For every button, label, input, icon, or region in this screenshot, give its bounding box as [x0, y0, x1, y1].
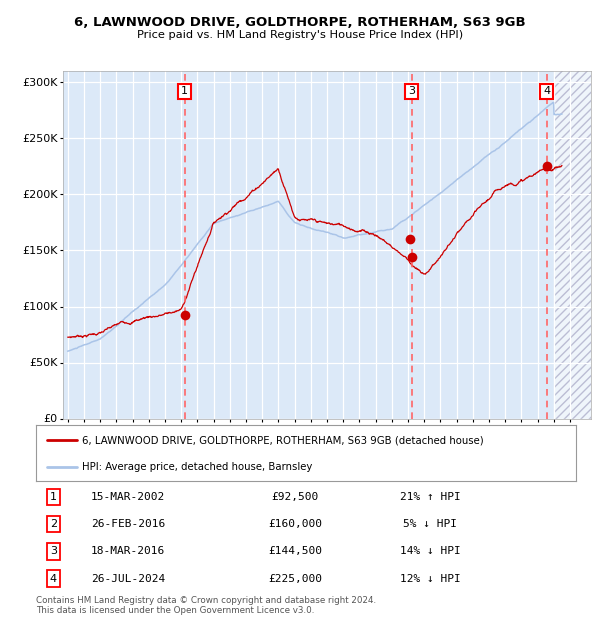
- Text: Price paid vs. HM Land Registry's House Price Index (HPI): Price paid vs. HM Land Registry's House …: [137, 30, 463, 40]
- Text: 1: 1: [50, 492, 57, 502]
- Text: 21% ↑ HPI: 21% ↑ HPI: [400, 492, 461, 502]
- Text: 2: 2: [50, 520, 57, 529]
- Text: 3: 3: [50, 546, 57, 556]
- Text: £144,500: £144,500: [268, 546, 322, 556]
- Text: 5% ↓ HPI: 5% ↓ HPI: [403, 520, 457, 529]
- Text: 1: 1: [181, 86, 188, 97]
- Text: £160,000: £160,000: [268, 520, 322, 529]
- Text: HPI: Average price, detached house, Barnsley: HPI: Average price, detached house, Barn…: [82, 461, 312, 472]
- Text: 15-MAR-2002: 15-MAR-2002: [91, 492, 165, 502]
- Text: 4: 4: [543, 86, 550, 97]
- Text: 4: 4: [50, 574, 57, 583]
- Text: Contains HM Land Registry data © Crown copyright and database right 2024.: Contains HM Land Registry data © Crown c…: [36, 596, 376, 606]
- Text: 6, LAWNWOOD DRIVE, GOLDTHORPE, ROTHERHAM, S63 9GB (detached house): 6, LAWNWOOD DRIVE, GOLDTHORPE, ROTHERHAM…: [82, 435, 484, 445]
- Text: 18-MAR-2016: 18-MAR-2016: [91, 546, 165, 556]
- Text: £225,000: £225,000: [268, 574, 322, 583]
- Text: 3: 3: [408, 86, 415, 97]
- Text: £92,500: £92,500: [272, 492, 319, 502]
- Text: 26-JUL-2024: 26-JUL-2024: [91, 574, 165, 583]
- Text: 14% ↓ HPI: 14% ↓ HPI: [400, 546, 461, 556]
- Text: 6, LAWNWOOD DRIVE, GOLDTHORPE, ROTHERHAM, S63 9GB: 6, LAWNWOOD DRIVE, GOLDTHORPE, ROTHERHAM…: [74, 16, 526, 29]
- Text: This data is licensed under the Open Government Licence v3.0.: This data is licensed under the Open Gov…: [36, 606, 314, 616]
- Text: 12% ↓ HPI: 12% ↓ HPI: [400, 574, 461, 583]
- Text: 26-FEB-2016: 26-FEB-2016: [91, 520, 165, 529]
- Bar: [554, 71, 594, 419]
- Bar: [554, 71, 594, 419]
